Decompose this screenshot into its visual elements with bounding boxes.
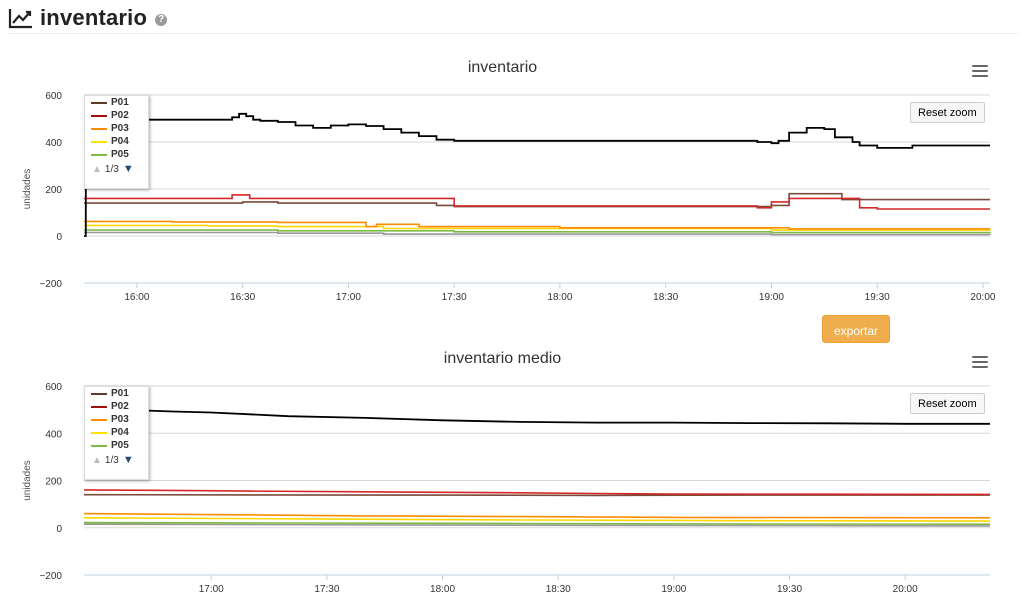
x-tick-label: 17:00 bbox=[199, 584, 224, 595]
x-tick-label: 16:30 bbox=[230, 292, 255, 303]
legend-item-p02[interactable]: P02 bbox=[85, 109, 148, 122]
series-line bbox=[84, 194, 990, 210]
x-tick-label: 19:30 bbox=[865, 292, 890, 303]
pager-up-icon: ▲ bbox=[92, 163, 102, 175]
series-line bbox=[83, 521, 991, 525]
inventario-chart-svg: −200 0 200 400 600 16:00 16:30 17:00 17:30 18:00 1… bbox=[22, 91, 996, 303]
chart-title: inventario bbox=[467, 59, 538, 76]
legend-label: P02 bbox=[111, 110, 129, 121]
series-line bbox=[83, 408, 990, 425]
export-button[interactable]: exportar bbox=[822, 315, 890, 343]
y-tick-label: 600 bbox=[45, 91, 62, 102]
series-line bbox=[83, 512, 991, 519]
legend-label: P01 bbox=[111, 388, 129, 399]
question-circle-icon[interactable]: ? bbox=[155, 14, 168, 26]
chart-title: inventario medio bbox=[443, 350, 562, 367]
legend-swatch bbox=[91, 127, 107, 130]
series-line bbox=[84, 112, 990, 237]
page-header: inventario ? bbox=[8, 3, 1018, 34]
series-line bbox=[83, 489, 991, 496]
legend-label: P05 bbox=[111, 440, 129, 451]
x-tick-label: 20:00 bbox=[970, 292, 995, 303]
legend-label: P04 bbox=[111, 427, 129, 438]
legend-item-p03[interactable]: P03 bbox=[85, 122, 148, 135]
legend-item-p05[interactable]: P05 bbox=[85, 439, 148, 452]
legend-swatch bbox=[91, 114, 107, 117]
x-tick-label: 16:00 bbox=[124, 292, 149, 303]
series-line bbox=[84, 229, 991, 234]
x-tick-label: 17:30 bbox=[442, 292, 467, 303]
legend-item-p04[interactable]: P04 bbox=[85, 426, 148, 439]
y-tick-label: 600 bbox=[45, 382, 62, 393]
inventario-medio-chart-svg: −200 0 200 400 600 17:00 17:30 18:00 18:30 19:00 1… bbox=[22, 382, 991, 595]
legend-label: P03 bbox=[111, 414, 129, 425]
reset-zoom-button[interactable]: Reset zoom bbox=[910, 102, 985, 123]
page-title: inventario bbox=[40, 5, 148, 30]
legend-item-p01[interactable]: P01 bbox=[85, 96, 148, 109]
legend-swatch bbox=[91, 431, 107, 434]
legend-swatch bbox=[91, 405, 107, 408]
x-tick-label: 18:30 bbox=[546, 584, 571, 595]
y-tick-label: 400 bbox=[45, 429, 62, 440]
legend-label: P03 bbox=[111, 123, 129, 134]
y-axis-label: unidades bbox=[22, 169, 33, 210]
pager-down-icon[interactable]: ▼ bbox=[122, 454, 134, 466]
series-line bbox=[84, 220, 990, 230]
legend-label: P05 bbox=[111, 149, 129, 160]
x-tick-label: 18:00 bbox=[547, 292, 572, 303]
y-tick-label: −200 bbox=[39, 571, 62, 582]
pager-text: 1/3 bbox=[104, 454, 119, 466]
y-tick-label: 0 bbox=[56, 232, 62, 243]
series-line bbox=[84, 231, 991, 236]
legend-pager: ▲ 1/3 ▼ bbox=[85, 162, 148, 176]
x-tick-label: 20:00 bbox=[893, 584, 918, 595]
legend-item-p04[interactable]: P04 bbox=[85, 135, 148, 148]
x-tick-label: 19:30 bbox=[777, 584, 802, 595]
series-line bbox=[83, 517, 991, 522]
x-tick-label: 17:30 bbox=[314, 584, 339, 595]
y-tick-label: 200 bbox=[45, 477, 62, 488]
x-tick-label: 18:30 bbox=[653, 292, 678, 303]
y-axis-label: unidades bbox=[22, 460, 33, 501]
legend-swatch bbox=[91, 153, 107, 156]
line-chart-icon bbox=[8, 9, 32, 29]
x-tick-label: 19:00 bbox=[661, 584, 686, 595]
legend-swatch bbox=[91, 418, 107, 421]
legend-label: P04 bbox=[111, 136, 129, 147]
inventario-medio-chart: −200 0 200 400 600 17:00 17:30 18:00 18:30 19:00 1… bbox=[0, 346, 1024, 596]
legend-swatch bbox=[91, 101, 107, 104]
legend-swatch bbox=[91, 140, 107, 143]
legend-item-p02[interactable]: P02 bbox=[85, 400, 148, 413]
legend-item-p01[interactable]: P01 bbox=[85, 387, 148, 400]
series-line bbox=[83, 523, 991, 527]
x-tick-label: 17:00 bbox=[336, 292, 361, 303]
legend-swatch bbox=[91, 444, 107, 447]
x-tick-label: 19:00 bbox=[759, 292, 784, 303]
legend-item-p03[interactable]: P03 bbox=[85, 413, 148, 426]
series-line bbox=[84, 224, 991, 231]
y-tick-label: 0 bbox=[56, 524, 62, 535]
x-tick-label: 18:00 bbox=[430, 584, 455, 595]
inventario-chart: −200 0 200 400 600 16:00 16:30 17:00 17:30 18:00 1… bbox=[0, 55, 1024, 310]
y-tick-label: 200 bbox=[45, 185, 62, 196]
legend: P01 P02 P03 P04 P05 ▲ 1/3 ▼ bbox=[84, 95, 149, 189]
legend-pager: ▲ 1/3 ▼ bbox=[85, 453, 148, 467]
menu-icon[interactable] bbox=[972, 65, 988, 79]
legend-label: P02 bbox=[111, 401, 129, 412]
legend: P01 P02 P03 P04 P05 ▲ 1/3 ▼ bbox=[84, 386, 149, 480]
legend-item-p05[interactable]: P05 bbox=[85, 148, 148, 161]
pager-up-icon: ▲ bbox=[92, 454, 102, 466]
menu-icon[interactable] bbox=[972, 356, 988, 370]
series-line bbox=[83, 493, 990, 497]
legend-label: P01 bbox=[111, 97, 129, 108]
legend-swatch bbox=[91, 392, 107, 395]
reset-zoom-button[interactable]: Reset zoom bbox=[910, 393, 985, 414]
series-line bbox=[84, 192, 990, 208]
pager-down-icon[interactable]: ▼ bbox=[122, 163, 134, 175]
pager-text: 1/3 bbox=[104, 163, 119, 175]
y-tick-label: −200 bbox=[39, 279, 62, 290]
y-tick-label: 400 bbox=[45, 138, 62, 149]
